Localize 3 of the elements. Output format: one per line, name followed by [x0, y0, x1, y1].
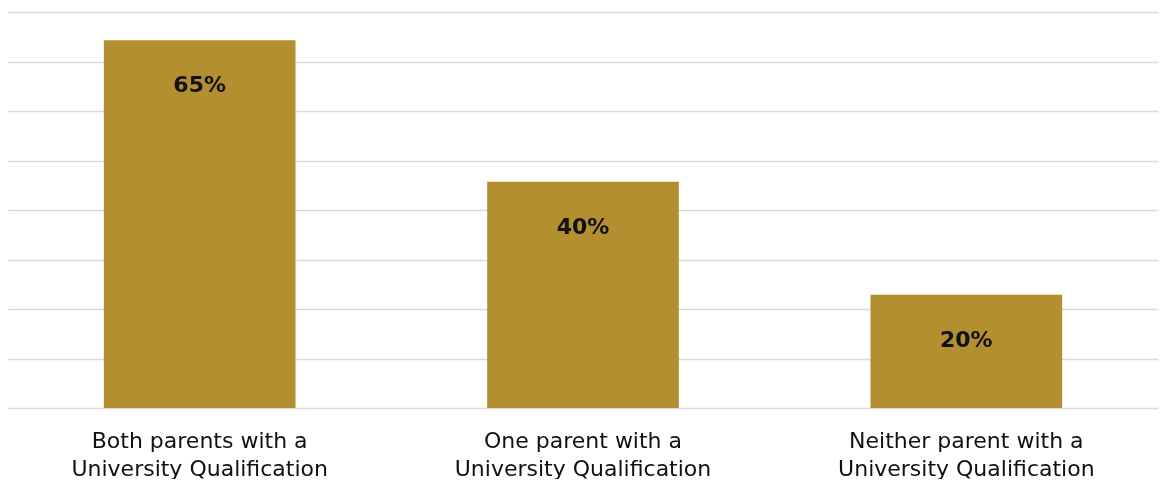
data-label: 65%	[173, 72, 226, 98]
data-label: 40%	[556, 213, 610, 239]
data-label: 20%	[940, 326, 993, 352]
